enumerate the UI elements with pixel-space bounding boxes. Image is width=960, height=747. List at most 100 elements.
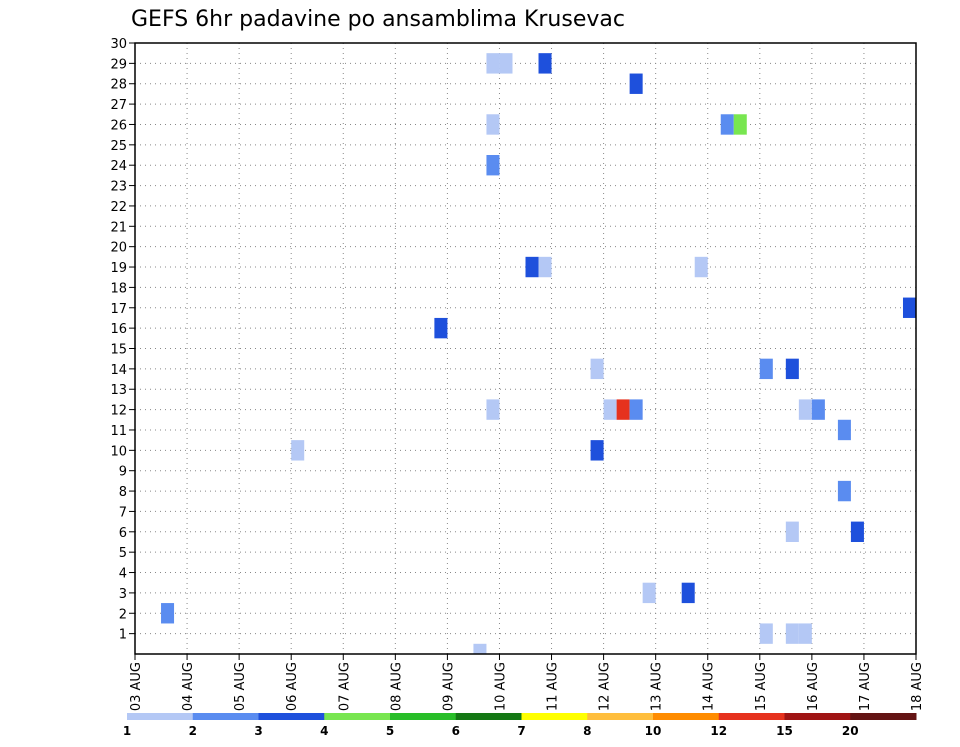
y-tick-label: 13 <box>110 383 127 398</box>
colorbar-segment <box>653 713 720 720</box>
x-tick-label: 05 AUG <box>233 662 248 711</box>
y-tick-label: 16 <box>110 322 127 337</box>
precip-cell <box>161 603 175 624</box>
grid <box>135 43 916 654</box>
colorbar-segment <box>521 713 588 720</box>
y-tick-label: 19 <box>110 261 127 276</box>
y-tick-label: 26 <box>110 118 127 133</box>
y-tick-label: 9 <box>119 465 127 480</box>
precip-cell <box>538 256 552 278</box>
precip-cell <box>473 643 487 654</box>
colorbar-label: 3 <box>254 724 262 738</box>
precip-cell <box>642 582 656 604</box>
precip-cell <box>837 480 851 502</box>
x-tick-label: 03 AUG <box>129 662 144 711</box>
precip-cell <box>525 256 539 278</box>
precip-cell <box>902 297 916 318</box>
colorbar-label: 8 <box>583 724 591 738</box>
precip-cell <box>434 317 448 339</box>
colorbar-label: 6 <box>452 724 460 738</box>
colorbar-label: 20 <box>842 724 859 738</box>
x-tick-label: 16 AUG <box>806 662 821 711</box>
y-tick-label: 8 <box>119 485 127 500</box>
precip-cell <box>798 399 812 420</box>
colorbar-segment <box>850 713 917 720</box>
y-tick-label: 3 <box>119 587 127 602</box>
y-tick-label: 21 <box>110 220 127 235</box>
y-tick-label: 7 <box>119 505 127 520</box>
x-tick-label: 11 AUG <box>546 662 561 711</box>
y-tick-label: 4 <box>119 567 127 582</box>
y-tick-label: 17 <box>110 302 127 317</box>
y-tick-label: 25 <box>110 139 127 154</box>
x-tick-label: 12 AUG <box>598 662 613 711</box>
y-tick-label: 15 <box>110 343 127 358</box>
colorbar-segment <box>455 713 522 720</box>
precip-cell <box>785 623 799 644</box>
x-tick-label: 04 AUG <box>181 662 196 711</box>
y-tick-label: 2 <box>119 607 127 622</box>
precip-cell <box>590 440 604 461</box>
precip-cell <box>811 399 825 420</box>
x-axis: 03 AUG 04 AUG 05 AUG 06 AUG 07 AUG 08 AUG 09 A… <box>129 654 925 711</box>
colorbar-segment <box>390 713 457 720</box>
colorbar-segment <box>258 713 325 720</box>
colorbar-label: 12 <box>710 724 727 738</box>
colorbar-segment <box>718 713 785 720</box>
precip-cell <box>720 114 734 135</box>
precip-cell <box>785 358 799 380</box>
x-tick-label: 06 AUG <box>285 662 300 711</box>
precip-cell <box>499 53 513 74</box>
y-tick-label: 1 <box>119 628 127 643</box>
y-tick-label: 20 <box>110 241 127 256</box>
precip-cell <box>850 521 864 542</box>
y-tick-label: 5 <box>119 546 127 561</box>
colorbar-segment <box>784 713 851 720</box>
x-tick-label: 07 AUG <box>337 662 352 711</box>
colorbar-label: 5 <box>386 724 394 738</box>
y-tick-label: 29 <box>110 57 127 72</box>
precip-cell <box>629 399 643 420</box>
colorbar: 1 2 3 4 5 6 7 8 10 12 15 20 <box>123 713 917 738</box>
precip-cell <box>629 73 643 94</box>
precip-cell <box>616 399 630 420</box>
y-tick-label: 18 <box>110 281 127 296</box>
x-tick-label: 10 AUG <box>493 662 508 711</box>
colorbar-label: 1 <box>123 724 131 738</box>
x-tick-label: 18 AUG <box>910 662 925 711</box>
y-axis: 1234567891011121314151617181920212223242… <box>110 37 135 643</box>
colorbar-segment <box>324 713 391 720</box>
y-tick-label: 6 <box>119 526 127 541</box>
colorbar-label: 2 <box>189 724 197 738</box>
precip-cell <box>759 358 773 380</box>
y-tick-label: 10 <box>110 444 127 459</box>
y-tick-label: 30 <box>110 37 127 52</box>
cells <box>161 53 916 654</box>
precip-cell <box>486 53 500 74</box>
x-tick-label: 09 AUG <box>441 662 456 711</box>
precip-cell <box>837 419 851 441</box>
precip-cell <box>733 114 747 135</box>
x-tick-label: 08 AUG <box>389 662 404 711</box>
colorbar-segment <box>587 713 654 720</box>
precip-cell <box>486 114 500 135</box>
y-tick-label: 11 <box>110 424 127 439</box>
y-tick-label: 14 <box>110 363 127 378</box>
y-tick-label: 24 <box>110 159 127 174</box>
chart-title: GEFS 6hr padavine po ansamblima Krusevac <box>131 7 625 32</box>
precip-cell <box>486 399 500 420</box>
y-tick-label: 12 <box>110 404 127 419</box>
y-tick-label: 22 <box>110 200 127 215</box>
precip-cell <box>291 440 305 461</box>
y-tick-label: 28 <box>110 78 127 93</box>
precip-cell <box>694 256 708 278</box>
precip-cell <box>603 399 617 420</box>
colorbar-label: 7 <box>517 724 525 738</box>
precip-cell <box>681 582 695 604</box>
y-tick-label: 23 <box>110 180 127 195</box>
precip-cell <box>798 623 812 644</box>
precip-cell <box>590 358 604 380</box>
precip-cell <box>759 623 773 644</box>
x-tick-label: 15 AUG <box>754 662 769 711</box>
